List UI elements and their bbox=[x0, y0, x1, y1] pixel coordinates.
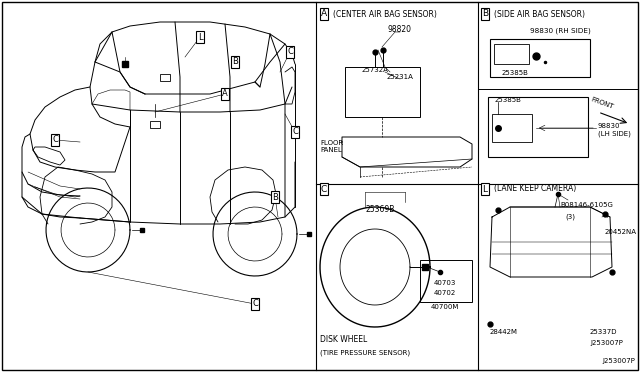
Text: 25732A: 25732A bbox=[362, 67, 388, 73]
Text: (SIDE AIR BAG SENSOR): (SIDE AIR BAG SENSOR) bbox=[494, 10, 585, 19]
Text: (TIRE PRESSURE SENSOR): (TIRE PRESSURE SENSOR) bbox=[320, 349, 410, 356]
Bar bbox=[488, 97, 588, 157]
Text: FLOOR
PANEL: FLOOR PANEL bbox=[320, 140, 343, 154]
Text: B: B bbox=[232, 58, 238, 67]
Text: J253007P: J253007P bbox=[590, 340, 623, 346]
Text: J253007P: J253007P bbox=[602, 358, 635, 364]
Bar bbox=[490, 39, 590, 77]
Text: 25385B: 25385B bbox=[502, 70, 529, 76]
Text: 98820: 98820 bbox=[388, 25, 412, 34]
Bar bbox=[494, 44, 529, 64]
Text: C: C bbox=[52, 135, 58, 144]
Text: C: C bbox=[292, 128, 298, 137]
Text: B: B bbox=[482, 10, 488, 19]
Text: 40700M: 40700M bbox=[431, 304, 459, 310]
Text: C: C bbox=[252, 299, 258, 308]
Text: (CENTER AIR BAG SENSOR): (CENTER AIR BAG SENSOR) bbox=[333, 10, 437, 19]
Text: DISK WHEEL: DISK WHEEL bbox=[320, 335, 367, 344]
Text: 25385B: 25385B bbox=[495, 97, 522, 103]
Text: B08146-6105G: B08146-6105G bbox=[560, 202, 613, 208]
Text: 98830
(LH SIDE): 98830 (LH SIDE) bbox=[598, 123, 631, 137]
Text: FRONT: FRONT bbox=[590, 96, 614, 110]
Text: 98830 (RH SIDE): 98830 (RH SIDE) bbox=[530, 27, 590, 33]
Bar bbox=[420, 260, 472, 302]
Text: A: A bbox=[321, 10, 327, 19]
Text: L: L bbox=[483, 185, 488, 193]
Text: (3): (3) bbox=[565, 214, 575, 221]
Text: 25369B: 25369B bbox=[365, 205, 395, 214]
Text: 28442M: 28442M bbox=[490, 329, 518, 335]
Text: L: L bbox=[198, 32, 202, 42]
Text: C: C bbox=[321, 185, 327, 193]
Text: (LANE KEEP CAMERA): (LANE KEEP CAMERA) bbox=[494, 185, 576, 193]
Text: 25337D: 25337D bbox=[590, 329, 618, 335]
Bar bbox=[345, 67, 420, 117]
Text: A: A bbox=[222, 90, 228, 99]
Text: 40702: 40702 bbox=[434, 290, 456, 296]
Text: 20452NA: 20452NA bbox=[605, 229, 637, 235]
Text: 40703: 40703 bbox=[434, 280, 456, 286]
Bar bbox=[150, 121, 160, 128]
Text: 25231A: 25231A bbox=[387, 74, 413, 80]
Bar bbox=[492, 114, 532, 142]
Text: C: C bbox=[287, 48, 293, 57]
Bar bbox=[160, 74, 170, 80]
Text: B: B bbox=[272, 192, 278, 202]
